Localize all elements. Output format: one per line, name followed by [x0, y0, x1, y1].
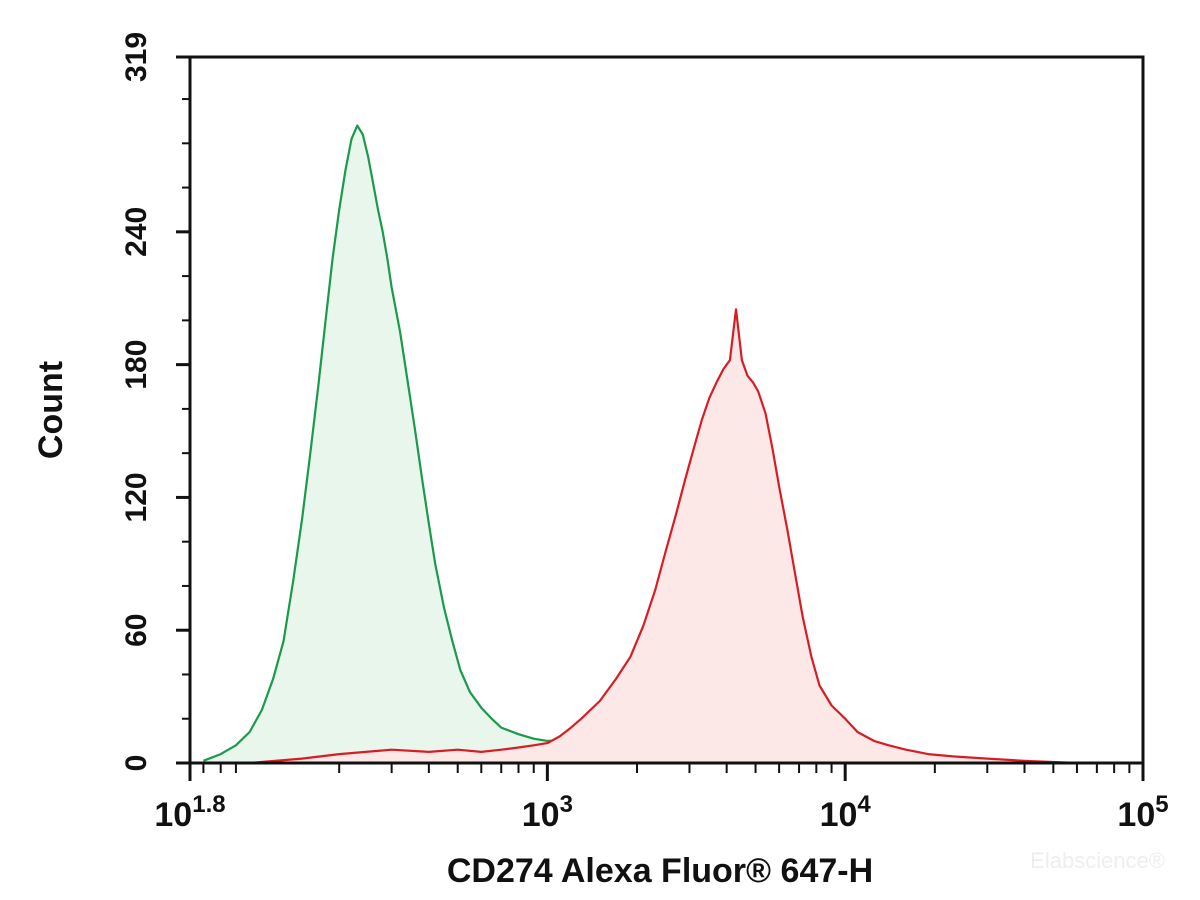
plot-series	[203, 124, 1077, 765]
x-tick-label: 103	[522, 791, 573, 834]
y-tick-label: 240	[120, 207, 153, 257]
y-tick-label: 120	[120, 472, 153, 522]
x-tick-label: 105	[1117, 791, 1168, 834]
y-axis-title: Count	[32, 361, 70, 459]
y-tick-label: 60	[120, 614, 153, 647]
y-axis: 0 60 120 180 240 319	[120, 32, 190, 771]
plot-frame	[188, 55, 1145, 765]
x-tick-label: 101.8	[154, 791, 225, 834]
y-tick-label: 0	[120, 755, 153, 772]
y-tick-label: 319	[120, 32, 153, 82]
x-tick-label: 104	[820, 791, 872, 834]
series-2-line	[249, 308, 1077, 765]
y-tick-label: 180	[120, 340, 153, 390]
series-1-area	[203, 125, 898, 764]
x-axis: 101.8 103 104 105	[154, 763, 1169, 834]
series-2-area	[249, 309, 1077, 763]
x-axis-title: CD274 Alexa Fluor® 647-H	[447, 852, 873, 890]
watermark: Elabscience®	[1030, 848, 1165, 873]
